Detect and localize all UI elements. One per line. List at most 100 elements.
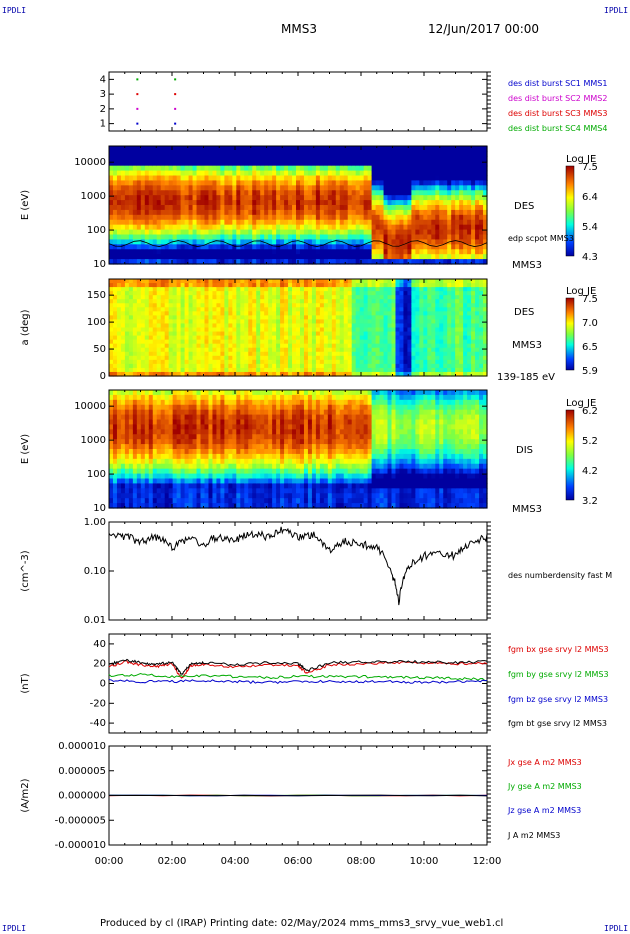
heatmap-cell xyxy=(212,224,218,231)
heatmap-cell xyxy=(268,359,273,365)
heatmap-cell xyxy=(164,244,170,250)
heatmap-cell xyxy=(252,200,257,206)
heatmap-cell xyxy=(299,351,305,357)
heatmap-cell xyxy=(112,259,118,265)
heatmap-cell xyxy=(455,331,460,337)
heatmap-cell xyxy=(236,229,241,236)
heatmap-cell xyxy=(471,150,476,157)
heatmap-cell xyxy=(240,359,245,365)
heatmap-cell xyxy=(216,283,222,288)
heatmap-cell xyxy=(272,259,277,265)
heatmap-cell xyxy=(335,224,341,231)
heatmap-cell xyxy=(172,146,178,152)
heatmap-cell xyxy=(212,234,218,241)
heatmap-cell xyxy=(467,315,472,321)
heatmap-cell xyxy=(439,239,444,245)
heatmap-cell xyxy=(407,295,412,300)
heatmap-cell xyxy=(427,190,432,196)
heatmap-cell xyxy=(109,367,114,373)
heatmap-cell xyxy=(383,185,389,191)
heatmap-cell xyxy=(331,209,337,216)
heatmap-cell xyxy=(475,190,480,196)
heatmap-cell xyxy=(164,155,170,162)
heatmap-cell xyxy=(240,155,245,162)
heatmap-cell xyxy=(164,234,170,241)
heatmap-cell xyxy=(292,367,297,373)
heatmap-cell xyxy=(136,424,142,430)
heatmap-cell xyxy=(116,473,122,480)
heatmap-cell xyxy=(323,234,329,241)
heatmap-cell xyxy=(451,190,456,196)
heatmap-cell xyxy=(112,371,118,377)
heatmap-cell xyxy=(132,394,138,401)
heatmap-cell xyxy=(467,214,472,221)
heatmap-cell xyxy=(196,343,202,349)
heatmap-cell xyxy=(475,359,480,365)
heatmap-cell xyxy=(347,165,353,172)
heatmap-cell xyxy=(299,303,305,308)
heatmap-cell xyxy=(463,165,468,172)
heatmap-cell xyxy=(156,205,162,211)
heatmap-cell xyxy=(164,165,170,172)
heatmap-cell xyxy=(212,175,218,182)
heatmap-cell xyxy=(144,355,150,361)
heatmap-cell xyxy=(236,185,241,191)
heatmap-cell xyxy=(303,303,309,308)
heatmap-cell xyxy=(200,307,206,312)
heatmap-cell xyxy=(327,224,333,231)
heatmap-cell xyxy=(443,335,448,341)
heatmap-cell xyxy=(319,259,325,265)
heatmap-cell xyxy=(132,200,138,206)
heatmap-cell xyxy=(200,311,206,316)
heatmap-cell xyxy=(212,323,218,329)
heatmap-cell xyxy=(232,209,237,216)
heatmap-cell xyxy=(339,244,345,250)
heatmap-cell xyxy=(280,234,285,241)
heatmap-cell xyxy=(144,249,150,255)
heatmap-cell xyxy=(268,311,273,316)
heatmap-cell xyxy=(156,254,162,260)
heatmap-cell xyxy=(431,190,436,196)
heatmap-cell xyxy=(479,319,484,325)
heatmap-cell xyxy=(140,347,146,353)
heatmap-cell xyxy=(236,343,241,349)
heatmap-cell xyxy=(387,319,393,325)
heatmap-cell xyxy=(319,363,325,369)
heatmap-cell xyxy=(427,160,432,167)
heatmap-cell xyxy=(228,311,233,316)
heatmap-cell xyxy=(451,303,456,308)
heatmap-cell xyxy=(124,323,130,329)
heatmap-cell xyxy=(172,185,178,191)
heatmap-cell xyxy=(264,146,269,152)
heatmap-cell xyxy=(439,190,444,196)
heatmap-cell xyxy=(359,195,365,201)
heatmap-cell xyxy=(120,367,126,373)
heatmap-cell xyxy=(391,239,397,245)
heatmap-cell xyxy=(479,299,484,304)
heatmap-cell xyxy=(136,279,142,284)
heatmap-cell xyxy=(387,254,393,260)
heatmap-cell xyxy=(359,239,365,245)
heatmap-cell xyxy=(363,319,369,325)
heatmap-cell xyxy=(379,200,385,206)
heatmap-cell xyxy=(164,180,170,186)
heatmap-cell xyxy=(268,190,273,196)
heatmap-cell xyxy=(399,195,405,201)
heatmap-cell xyxy=(200,239,206,245)
heatmap-cell xyxy=(240,175,245,182)
heatmap-cell xyxy=(116,160,122,167)
heatmap-cell xyxy=(128,339,134,345)
heatmap-cell xyxy=(272,239,277,245)
heatmap-cell xyxy=(196,307,202,312)
heatmap-cell xyxy=(319,279,325,284)
heatmap-cell xyxy=(423,279,428,284)
heatmap-cell xyxy=(208,224,214,231)
heatmap-cell xyxy=(220,283,225,288)
heatmap-cell xyxy=(296,165,301,172)
heatmap-cell xyxy=(109,155,114,162)
heatmap-cell xyxy=(475,150,480,157)
heatmap-cell xyxy=(124,498,130,504)
heatmap-cell xyxy=(315,239,321,245)
heatmap-cell xyxy=(232,190,237,196)
heatmap-cell xyxy=(475,244,480,250)
